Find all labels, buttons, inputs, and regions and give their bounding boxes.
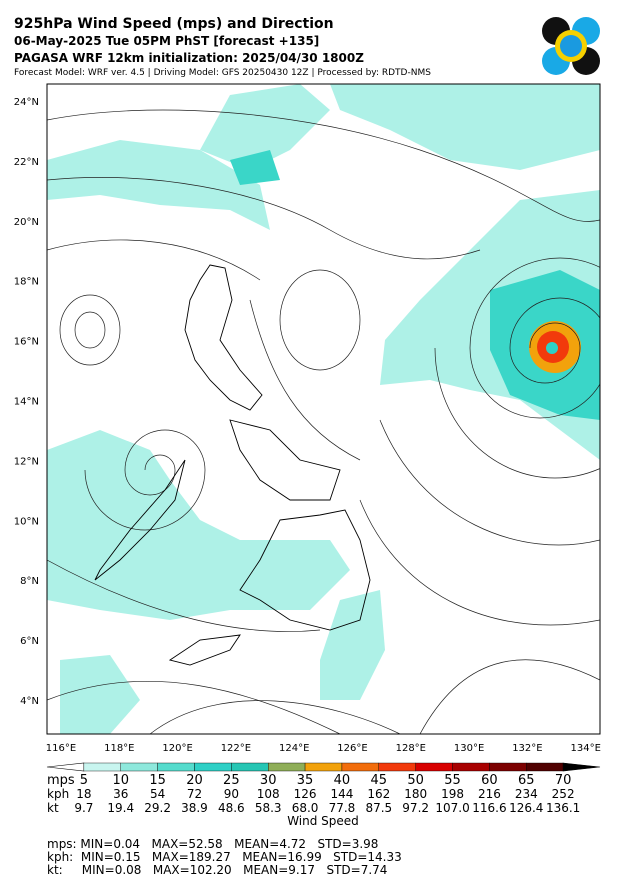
lon-label: 124°E xyxy=(279,743,309,754)
colorbar-label: 126.4 xyxy=(509,801,543,815)
colorbar-label: 162 xyxy=(367,787,390,801)
lat-label: 16°N xyxy=(14,337,39,348)
colorbar-label: 54 xyxy=(150,787,165,801)
colorbar-segment xyxy=(120,762,158,772)
lon-label: 128°E xyxy=(396,743,426,754)
lat-label: 6°N xyxy=(20,636,39,647)
colorbar-label: 36 xyxy=(113,787,128,801)
colorbar-segment xyxy=(231,762,269,772)
colorbar-arrow xyxy=(562,762,601,772)
title: 925hPa Wind Speed (mps) and Direction xyxy=(14,16,334,32)
colorbar-label: 216 xyxy=(478,787,501,801)
colorbar-segment xyxy=(341,762,379,772)
lat-label: 8°N xyxy=(20,576,39,587)
colorbar-segment xyxy=(452,762,490,772)
colorbar-label: 234 xyxy=(515,787,538,801)
colorbar-segment xyxy=(83,762,121,772)
lon-label: 130°E xyxy=(454,743,484,754)
colorbar-label: 40 xyxy=(334,773,351,788)
logo xyxy=(542,17,600,75)
colorbar-segment xyxy=(304,762,343,772)
colorbar-label: 15 xyxy=(149,773,166,788)
colorbar-label: 97.2 xyxy=(402,801,429,815)
colorbar-label: 50 xyxy=(407,773,424,788)
colorbar-label: 180 xyxy=(404,787,427,801)
lat-label: 24°N xyxy=(14,97,39,108)
colorbar-label: 5 xyxy=(80,773,88,788)
colorbar-label: 18 xyxy=(76,787,91,801)
colorbar-label: 70 xyxy=(555,773,572,788)
colorbar-label: 35 xyxy=(297,773,314,788)
colorbar-segment xyxy=(489,762,527,772)
unit-label: kph xyxy=(47,787,69,801)
colorbar-label: 9.7 xyxy=(74,801,93,815)
lon-label: 122°E xyxy=(221,743,251,754)
colorbar-label: 19.4 xyxy=(107,801,134,815)
lat-label: 10°N xyxy=(14,516,39,527)
lon-label: 120°E xyxy=(162,743,192,754)
colorbar-segment xyxy=(157,762,195,772)
colorbar-label: 25 xyxy=(223,773,240,788)
stats-line: kph: MIN=0.15 MAX=189.27 MEAN=16.99 STD=… xyxy=(47,850,402,864)
colorbar-label: 72 xyxy=(187,787,202,801)
lat-label: 22°N xyxy=(14,157,39,168)
lat-label: 12°N xyxy=(14,456,39,467)
lon-label: 116°E xyxy=(46,743,76,754)
lon-label: 126°E xyxy=(337,743,367,754)
colorbar-segment xyxy=(526,762,564,772)
colorbar-label: 58.3 xyxy=(255,801,282,815)
lon-label: 118°E xyxy=(104,743,134,754)
colorbar-label: 198 xyxy=(441,787,464,801)
credits: Forecast Model: WRF ver. 4.5 | Driving M… xyxy=(14,68,431,78)
colorbar-label: 144 xyxy=(330,787,353,801)
colorbar-label: 38.9 xyxy=(181,801,208,815)
stats-line: kt: MIN=0.08 MAX=102.20 MEAN=9.17 STD=7.… xyxy=(47,863,387,877)
colorbar-label: 252 xyxy=(552,787,575,801)
colorbar-label: 108 xyxy=(257,787,280,801)
lat-label: 14°N xyxy=(14,397,39,408)
colorbar-label: 77.8 xyxy=(329,801,356,815)
colorbar-segment xyxy=(194,762,232,772)
map xyxy=(46,83,601,735)
colorbar-label: 87.5 xyxy=(365,801,392,815)
subtitle: PAGASA WRF 12km initialization: 2025/04/… xyxy=(14,51,364,65)
stats-line: mps: MIN=0.04 MAX=52.58 MEAN=4.72 STD=3.… xyxy=(47,837,378,851)
colorbar-label: 116.6 xyxy=(472,801,506,815)
subtitle: 06-May-2025 Tue 05PM PhST [forecast +135… xyxy=(14,34,319,48)
colorbar-label: 60 xyxy=(481,773,498,788)
lat-label: 4°N xyxy=(20,696,39,707)
colorbar-label: 136.1 xyxy=(546,801,580,815)
colorbar-label: 90 xyxy=(224,787,239,801)
unit-label: mps xyxy=(47,773,75,788)
colorbar-segment xyxy=(268,762,306,772)
colorbar-label: 65 xyxy=(518,773,535,788)
lat-label: 20°N xyxy=(14,217,39,228)
colorbar-label: 45 xyxy=(371,773,388,788)
colorbar-segment xyxy=(378,762,416,772)
colorbar-arrow xyxy=(46,762,85,772)
lon-label: 132°E xyxy=(512,743,542,754)
colorbar-label: 48.6 xyxy=(218,801,245,815)
colorbar-label: 29.2 xyxy=(144,801,171,815)
colorbar-label: 68.0 xyxy=(292,801,319,815)
colorbar-label: 107.0 xyxy=(435,801,469,815)
colorbar-label: 30 xyxy=(260,773,277,788)
colorbar-label: 20 xyxy=(186,773,203,788)
unit-label: kt xyxy=(47,801,59,815)
colorbar-label: 126 xyxy=(294,787,317,801)
colorbar-label: 55 xyxy=(444,773,461,788)
lon-label: 134°E xyxy=(570,743,600,754)
colorbar-label: 10 xyxy=(112,773,129,788)
lat-label: 18°N xyxy=(14,277,39,288)
colorbar-segment xyxy=(415,762,453,772)
colorbar-title: Wind Speed xyxy=(287,814,359,828)
